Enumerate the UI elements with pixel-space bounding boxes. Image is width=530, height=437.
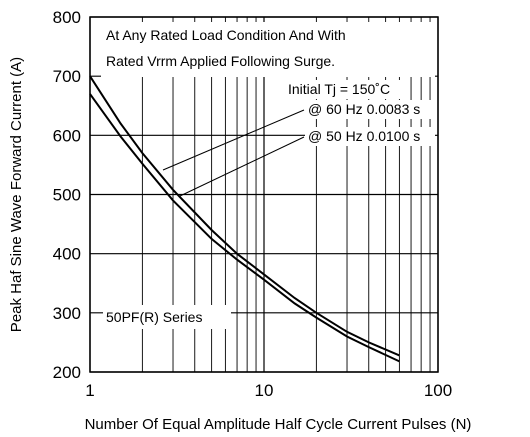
annotation-layer: At Any Rated Load Condition And With Rat… <box>101 22 435 329</box>
note-line-2: Rated Vrrm Applied Following Surge. <box>106 53 335 69</box>
y-tick-label: 700 <box>53 67 81 86</box>
x-axis-title: Number Of Equal Amplitude Half Cycle Cur… <box>85 416 472 433</box>
y-tick-label: 600 <box>53 126 81 145</box>
note-line-1: At Any Rated Load Condition And With <box>106 27 346 43</box>
hz50-leader-line <box>179 136 305 197</box>
y-tick-label: 200 <box>53 363 81 382</box>
x-tick-label: 1 <box>85 381 94 400</box>
hz60-label: @ 60 Hz 0.0083 s <box>308 101 420 117</box>
x-tick-label: 100 <box>424 381 452 400</box>
series-line <box>89 75 400 357</box>
y-tick-label: 500 <box>53 186 81 205</box>
y-tick-label: 800 <box>53 8 81 27</box>
hz50-label-bg <box>305 127 435 146</box>
y-tick-label: 300 <box>53 304 81 323</box>
series-line <box>89 93 400 363</box>
tick-labels: 200 300 400 500 600 700 800 1 10 100 <box>53 8 453 400</box>
hz60-leader-line <box>162 109 305 171</box>
series-layer <box>89 75 400 363</box>
series-label-bg <box>103 305 231 329</box>
hz50-label: @ 50 Hz 0.0100 s <box>308 128 420 144</box>
plot-frame <box>89 16 439 373</box>
initial-label-bg <box>285 80 407 99</box>
note-box <box>101 22 435 77</box>
hz60-label-bg <box>305 100 435 119</box>
y-tick-label: 400 <box>53 245 81 264</box>
initial-tj-label: Initial Tj = 150˚C <box>288 81 390 97</box>
y-axis-title: Peak Haf Sine Wave Forward Current (A) <box>8 57 25 332</box>
x-tick-label: 10 <box>255 381 274 400</box>
series-label: 50PF(R) Series <box>106 309 202 325</box>
